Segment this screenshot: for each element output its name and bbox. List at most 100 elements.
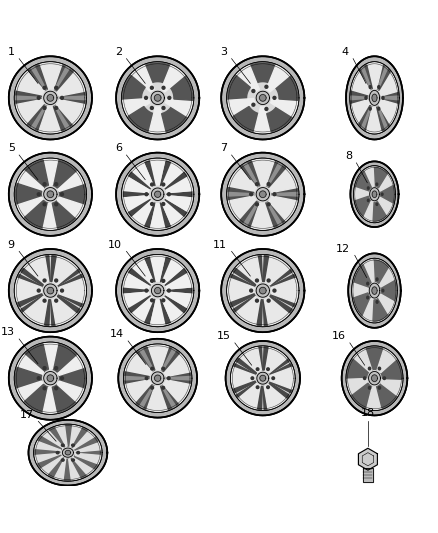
Polygon shape — [270, 381, 292, 393]
Polygon shape — [255, 183, 258, 185]
Polygon shape — [371, 375, 378, 382]
Polygon shape — [167, 289, 170, 292]
Polygon shape — [255, 279, 258, 282]
Polygon shape — [44, 188, 57, 201]
Polygon shape — [377, 349, 396, 373]
Polygon shape — [15, 99, 41, 104]
Polygon shape — [266, 161, 279, 186]
Polygon shape — [378, 174, 393, 191]
Polygon shape — [35, 441, 61, 452]
Polygon shape — [377, 383, 397, 408]
Polygon shape — [258, 386, 262, 409]
Polygon shape — [34, 424, 102, 481]
Polygon shape — [263, 256, 268, 281]
Polygon shape — [74, 437, 98, 450]
Polygon shape — [131, 162, 154, 189]
Polygon shape — [382, 96, 384, 99]
Polygon shape — [43, 367, 46, 369]
Polygon shape — [144, 202, 156, 228]
Polygon shape — [150, 256, 166, 282]
Polygon shape — [252, 103, 255, 106]
Polygon shape — [267, 183, 270, 185]
Polygon shape — [16, 100, 44, 124]
Polygon shape — [233, 268, 256, 286]
Polygon shape — [237, 358, 257, 374]
Polygon shape — [15, 183, 42, 205]
Polygon shape — [145, 63, 171, 83]
Polygon shape — [353, 349, 372, 373]
Polygon shape — [230, 274, 254, 287]
Polygon shape — [229, 168, 257, 192]
Text: 6: 6 — [115, 143, 122, 154]
Polygon shape — [369, 372, 380, 385]
Polygon shape — [256, 284, 269, 297]
Polygon shape — [39, 63, 62, 89]
Polygon shape — [15, 367, 42, 389]
Polygon shape — [38, 437, 61, 450]
Polygon shape — [55, 299, 58, 302]
Polygon shape — [35, 65, 47, 90]
Polygon shape — [369, 107, 371, 110]
Polygon shape — [131, 296, 154, 323]
Polygon shape — [273, 96, 276, 99]
Polygon shape — [355, 188, 369, 201]
Polygon shape — [44, 372, 57, 385]
Polygon shape — [57, 100, 85, 124]
Polygon shape — [143, 347, 155, 370]
Polygon shape — [364, 377, 366, 379]
Polygon shape — [269, 383, 289, 398]
Polygon shape — [57, 381, 84, 401]
Polygon shape — [51, 256, 56, 281]
Polygon shape — [57, 171, 84, 191]
Polygon shape — [21, 295, 43, 313]
Polygon shape — [69, 459, 81, 480]
Polygon shape — [353, 265, 371, 288]
Polygon shape — [121, 158, 194, 230]
Polygon shape — [378, 197, 393, 215]
Polygon shape — [43, 343, 58, 369]
Polygon shape — [64, 425, 71, 446]
Polygon shape — [154, 94, 161, 101]
Polygon shape — [251, 203, 274, 229]
Polygon shape — [265, 85, 268, 88]
Polygon shape — [54, 459, 67, 480]
Polygon shape — [378, 86, 380, 88]
Polygon shape — [353, 293, 371, 317]
Polygon shape — [373, 167, 387, 188]
Polygon shape — [166, 372, 191, 378]
Polygon shape — [35, 106, 47, 131]
Polygon shape — [381, 279, 396, 302]
Polygon shape — [144, 298, 156, 325]
Polygon shape — [364, 167, 374, 187]
Polygon shape — [57, 71, 85, 96]
Polygon shape — [263, 347, 268, 370]
Polygon shape — [379, 294, 395, 314]
Polygon shape — [352, 258, 397, 323]
Polygon shape — [35, 450, 60, 456]
Polygon shape — [116, 56, 199, 140]
Polygon shape — [17, 197, 43, 217]
Polygon shape — [233, 295, 256, 313]
Polygon shape — [251, 377, 254, 379]
Polygon shape — [37, 193, 40, 196]
Polygon shape — [45, 300, 50, 326]
Polygon shape — [39, 107, 62, 133]
Polygon shape — [47, 94, 54, 101]
Polygon shape — [55, 183, 58, 185]
Polygon shape — [65, 450, 71, 455]
Polygon shape — [25, 384, 49, 413]
Polygon shape — [267, 163, 282, 187]
Polygon shape — [136, 350, 153, 372]
Polygon shape — [55, 203, 58, 206]
Polygon shape — [368, 386, 371, 389]
Polygon shape — [52, 344, 76, 372]
Polygon shape — [370, 188, 379, 201]
Polygon shape — [364, 201, 374, 221]
Polygon shape — [272, 188, 298, 194]
Polygon shape — [367, 107, 382, 133]
Polygon shape — [367, 282, 369, 285]
Polygon shape — [60, 193, 64, 196]
Polygon shape — [124, 344, 192, 413]
Polygon shape — [365, 96, 367, 99]
Polygon shape — [47, 375, 54, 382]
